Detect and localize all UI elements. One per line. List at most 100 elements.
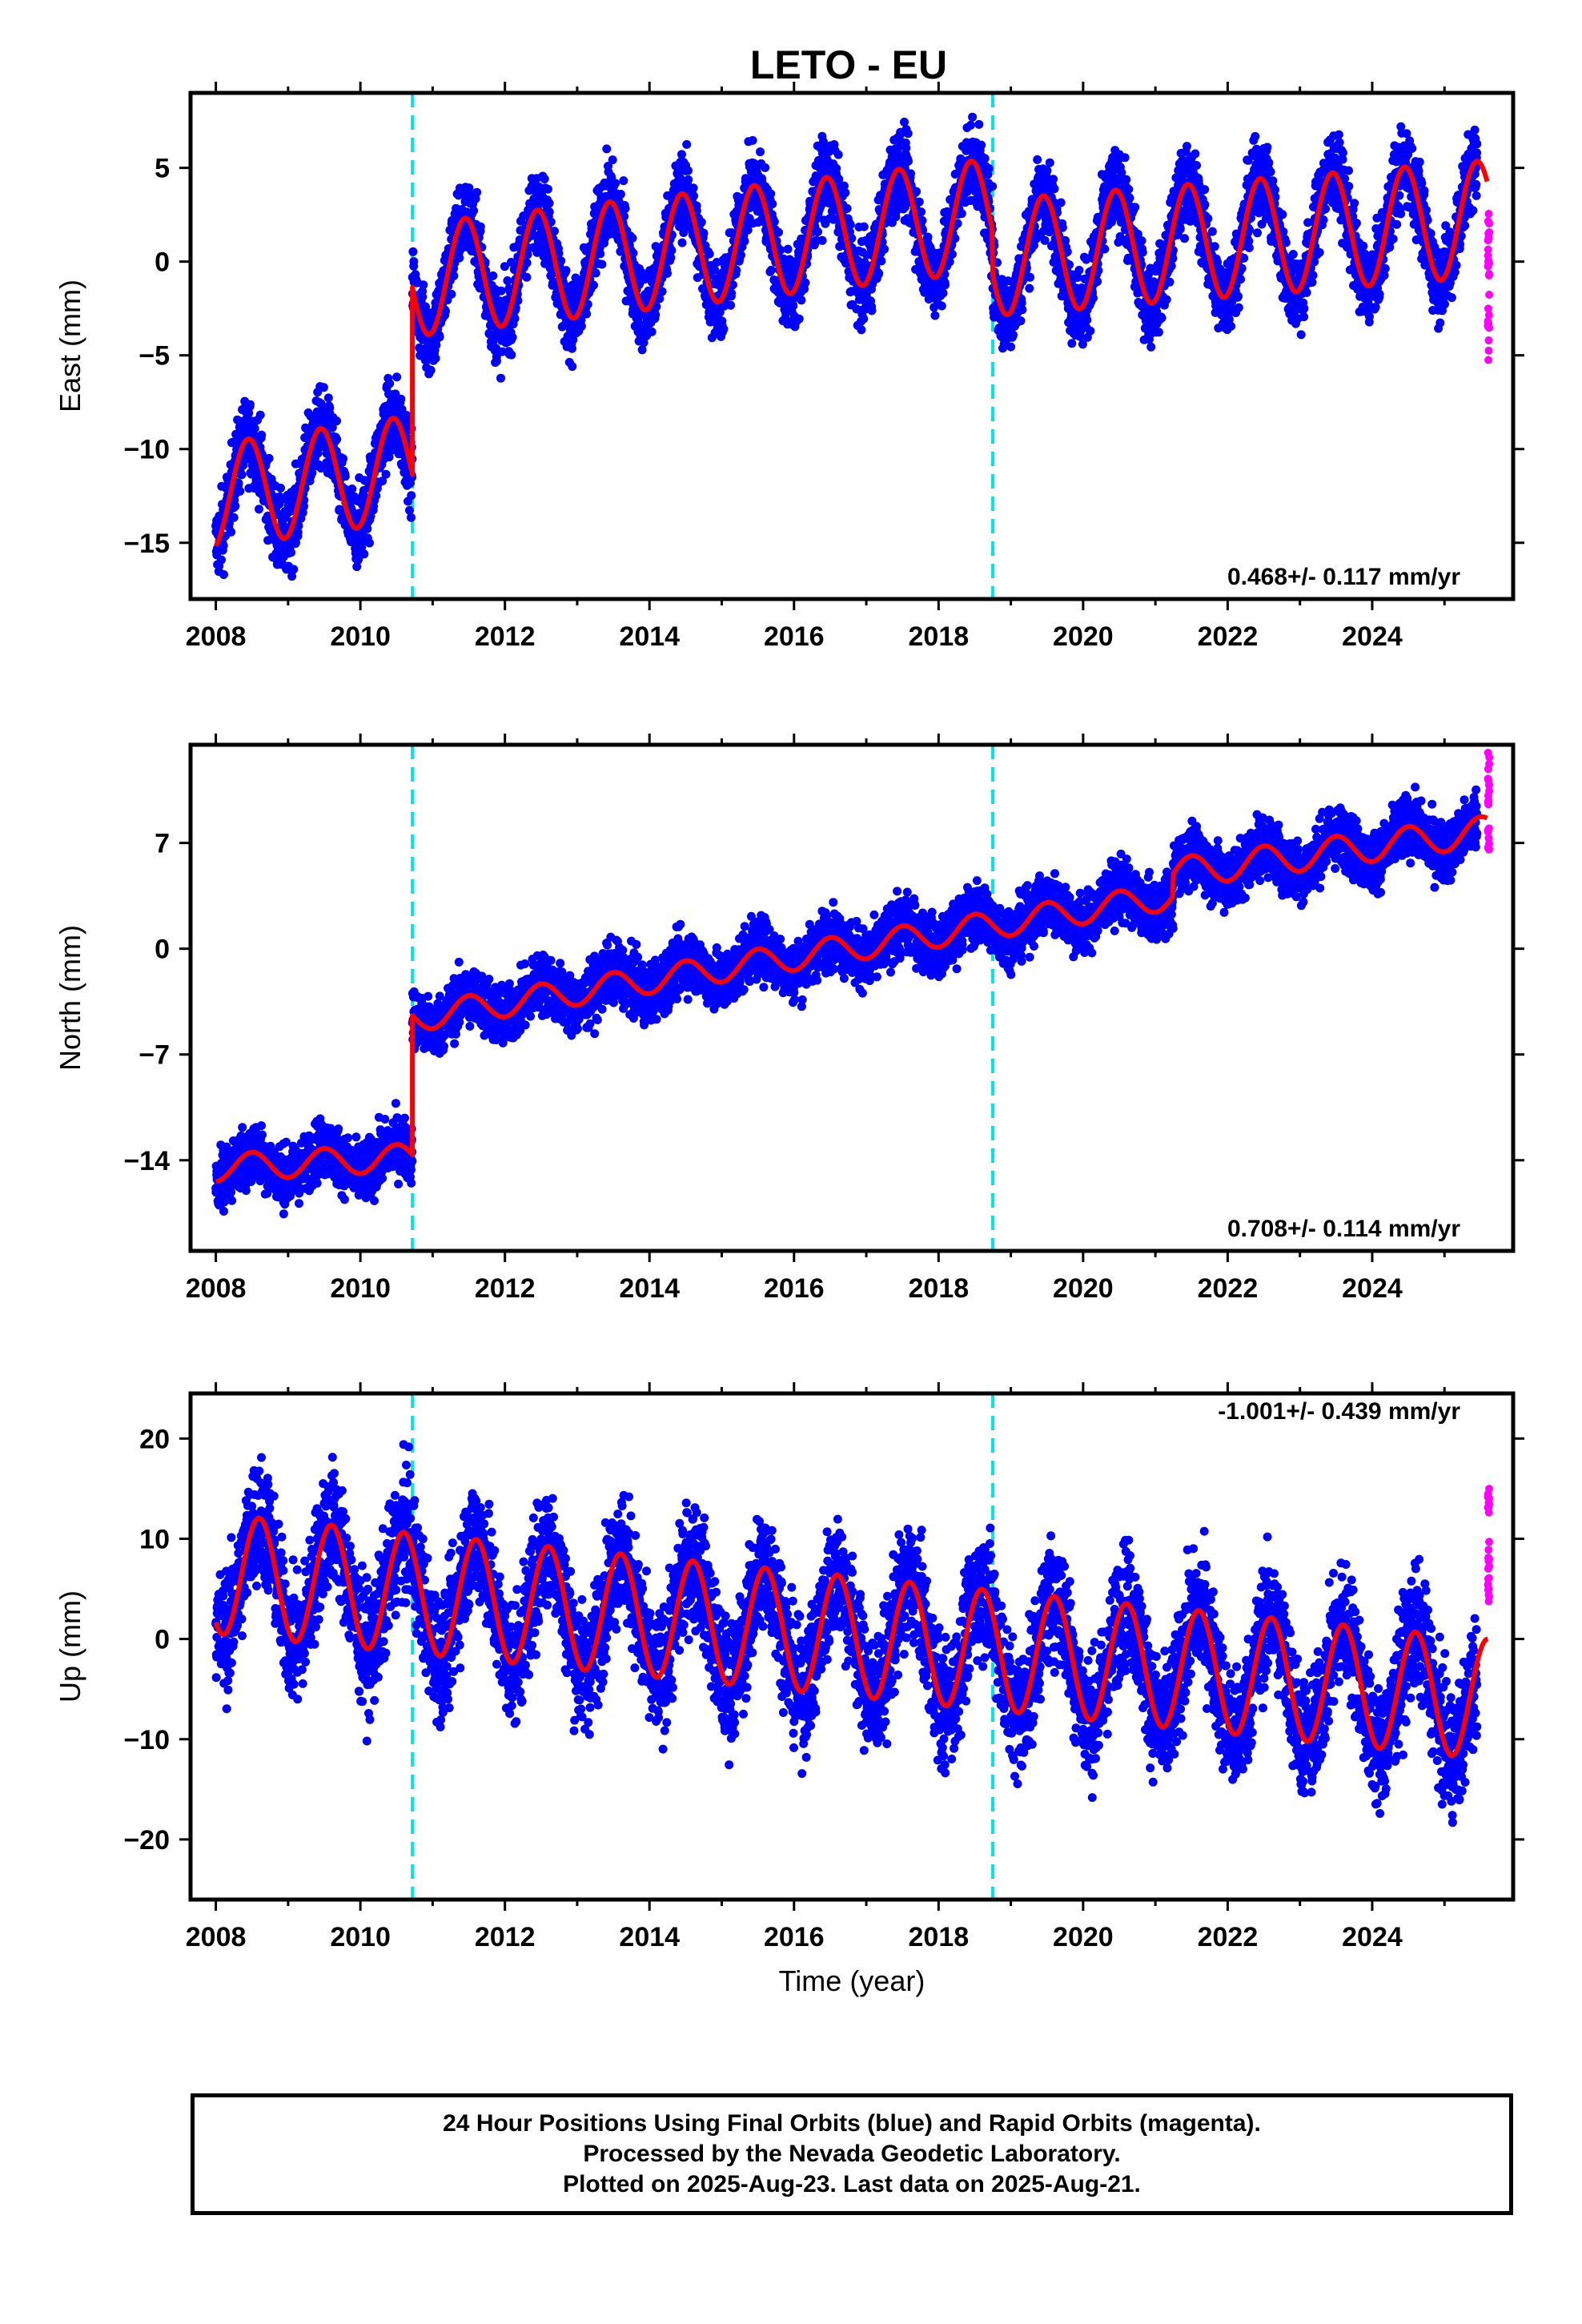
data-point	[608, 155, 617, 165]
data-point	[1120, 153, 1130, 163]
data-point	[1006, 342, 1016, 352]
data-point	[503, 276, 512, 285]
data-point	[1180, 234, 1189, 243]
data-point	[912, 187, 921, 196]
data-point	[937, 301, 946, 311]
data-point	[1058, 223, 1067, 232]
data-point	[766, 265, 776, 275]
data-point	[988, 182, 998, 191]
data-point	[977, 140, 986, 150]
data-point	[1033, 155, 1042, 164]
data-point	[666, 253, 676, 263]
data-point	[710, 265, 720, 275]
data-point	[682, 139, 692, 149]
data-point	[289, 565, 299, 574]
data-point	[797, 296, 806, 305]
data-point	[217, 555, 226, 565]
data-point	[568, 280, 577, 290]
data-point	[719, 324, 729, 334]
data-point	[947, 250, 957, 259]
data-point	[472, 187, 482, 197]
data-point	[469, 206, 479, 215]
data-point	[496, 373, 505, 383]
data-point	[464, 183, 474, 193]
data-point	[1138, 247, 1147, 257]
data-point	[523, 250, 532, 259]
data-point	[363, 524, 372, 533]
data-point	[727, 288, 737, 298]
data-point	[628, 248, 638, 258]
data-point	[768, 199, 777, 209]
data-point	[359, 549, 369, 559]
data-point	[1175, 224, 1185, 234]
data-point	[409, 257, 419, 266]
data-point	[748, 135, 757, 145]
data-point	[237, 470, 247, 480]
data-point	[657, 287, 667, 296]
data-point	[431, 354, 440, 363]
data-point	[561, 266, 571, 275]
data-point	[732, 265, 741, 275]
data-point	[743, 225, 753, 235]
data-point	[316, 399, 326, 408]
data-point	[789, 301, 798, 311]
data-point	[325, 403, 335, 412]
data-point	[620, 203, 630, 213]
data-point	[1093, 277, 1102, 286]
data-point	[845, 220, 855, 229]
data-point	[896, 130, 905, 139]
data-point	[371, 491, 381, 501]
data-point	[859, 314, 869, 324]
data-point	[554, 248, 564, 258]
data-point	[1100, 244, 1110, 254]
data-point	[917, 207, 926, 217]
data-point	[508, 332, 517, 342]
data-point	[619, 176, 628, 186]
data-point	[244, 408, 254, 418]
data-point	[392, 372, 402, 382]
data-point	[1018, 305, 1027, 315]
data-point	[449, 271, 459, 280]
data-point	[1086, 326, 1095, 336]
data-point	[307, 468, 317, 477]
data-point	[1016, 316, 1026, 326]
data-point	[319, 383, 328, 392]
data-point	[857, 325, 866, 335]
data-point	[1089, 293, 1098, 303]
data-point	[677, 238, 687, 247]
final-orbit-points	[211, 112, 1482, 581]
data-point	[783, 244, 793, 254]
data-point	[1050, 184, 1059, 194]
data-point	[974, 119, 984, 129]
data-point	[1130, 203, 1140, 212]
data-point	[397, 404, 407, 414]
data-point	[339, 454, 348, 464]
data-point	[219, 541, 228, 550]
data-point	[597, 259, 607, 269]
data-point	[1157, 313, 1166, 323]
data-point	[418, 292, 428, 302]
data-point	[980, 154, 990, 163]
data-point	[543, 184, 552, 194]
data-point	[596, 249, 605, 259]
data-point	[774, 227, 783, 237]
data-point	[637, 345, 647, 355]
data-point	[1162, 295, 1171, 304]
data-point	[522, 258, 532, 267]
data-point	[396, 394, 406, 404]
data-point	[500, 262, 509, 271]
data-point	[728, 280, 737, 290]
data-point	[847, 234, 857, 243]
data-point	[697, 218, 706, 227]
data-point	[1009, 330, 1018, 340]
data-point	[817, 235, 827, 245]
data-point	[1137, 236, 1146, 246]
data-point	[647, 327, 656, 336]
data-point	[652, 302, 661, 312]
data-point	[293, 528, 303, 537]
data-point	[699, 228, 709, 238]
data-point	[900, 117, 909, 127]
data-point	[447, 289, 456, 299]
data-point	[255, 410, 265, 420]
